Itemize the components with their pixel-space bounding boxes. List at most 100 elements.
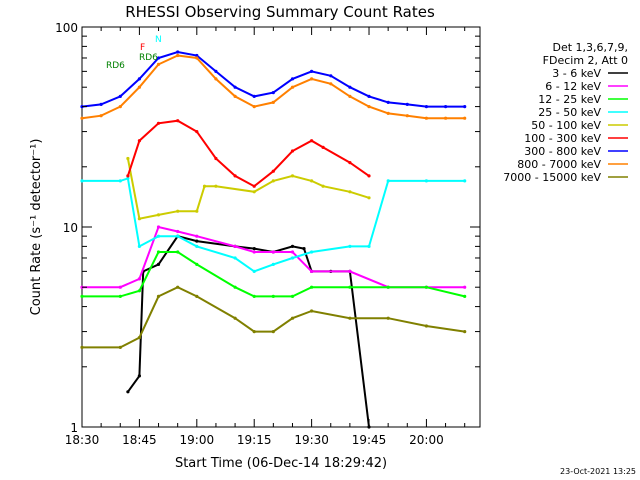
chart-title: RHESSI Observing Summary Count Rates [125, 3, 435, 21]
series-point [302, 247, 306, 251]
legend: Det 1,3,6,7,9,FDecim 2, Att 03 - 6 keV6 … [503, 41, 628, 184]
x-tick-label: 19:00 [180, 433, 215, 447]
series-point [463, 285, 467, 289]
series-point [202, 184, 207, 188]
y-tick-label: 10 [63, 221, 78, 235]
series-point [424, 105, 428, 109]
ticks-layer: 18:30 18:45 19:00 19:15 19:30 19:45 20:00 1 10 10… [55, 21, 480, 447]
series-point [290, 77, 295, 81]
series-point [463, 105, 467, 109]
series-point [214, 156, 218, 161]
series-point [290, 294, 295, 298]
series-point [348, 316, 352, 320]
series-point [405, 114, 409, 118]
series-point [290, 174, 295, 178]
series-point [310, 77, 314, 81]
series-point [137, 85, 141, 89]
series-point [367, 105, 371, 109]
series-point [310, 69, 314, 73]
series-point [321, 184, 325, 188]
series-point [271, 294, 275, 298]
series-point [233, 174, 237, 178]
series-point [271, 100, 275, 104]
series-point [252, 184, 256, 188]
series-point [386, 316, 390, 320]
series-point [348, 85, 352, 89]
series-point [367, 196, 371, 200]
series-layer [80, 50, 467, 429]
series-point [126, 390, 130, 394]
series-point [176, 53, 180, 58]
plot-area: 18:30 18:45 19:00 19:15 19:30 19:45 20:00 1 10 10… [55, 21, 481, 447]
series-point [329, 74, 333, 78]
series-point [252, 105, 256, 109]
series-point [118, 94, 122, 98]
flag-label: RD6 [106, 61, 125, 71]
series-point [424, 116, 428, 120]
series-point [321, 145, 325, 149]
series-point [137, 217, 141, 221]
flag-label: RD6 [139, 53, 158, 63]
series-point [176, 285, 180, 289]
series-point [367, 94, 371, 98]
series-point [252, 247, 256, 251]
x-tick-label: 18:30 [65, 433, 100, 447]
series-point [137, 374, 141, 378]
series-point [252, 94, 256, 98]
series-point [214, 184, 218, 188]
series-point [99, 114, 103, 118]
series-point [386, 179, 390, 183]
series-point [118, 105, 122, 109]
series-point [348, 161, 352, 165]
x-tick-label: 19:15 [237, 433, 272, 447]
series-point [348, 285, 352, 289]
series-point [176, 119, 180, 123]
legend-entry: 300 - 800 keV [524, 145, 601, 158]
y-tick-label: 1 [70, 421, 78, 435]
legend-entry: 3 - 6 keV [552, 67, 601, 80]
y-axis-label: Count Rate (s⁻¹ detector⁻¹) [29, 139, 44, 316]
series-point [137, 244, 141, 248]
series-point [290, 85, 295, 89]
x-tick-label: 18:45 [122, 433, 157, 447]
legend-header: FDecim 2, Att 0 [543, 54, 628, 67]
series-point [176, 50, 180, 54]
x-tick-label: 20:00 [409, 433, 444, 447]
legend-entry: 100 - 300 keV [524, 132, 601, 145]
series-point [80, 179, 84, 183]
series-point [80, 345, 84, 349]
series-point [424, 179, 428, 183]
series-point [348, 269, 352, 273]
series-point [463, 330, 467, 334]
series-point [252, 269, 256, 273]
series-point [290, 250, 295, 254]
series-point [137, 336, 141, 340]
series-point [195, 130, 199, 134]
series-point [233, 316, 237, 320]
flag-label: N [155, 35, 162, 45]
series-point [156, 250, 161, 254]
series-point [463, 179, 467, 183]
series-line [126, 119, 370, 188]
series-point [463, 116, 467, 120]
series-point [233, 94, 237, 98]
series-point [156, 225, 161, 229]
series-point [310, 250, 314, 254]
series-point [156, 213, 161, 217]
series-point [310, 269, 314, 273]
series-point [310, 139, 314, 143]
series-point [156, 62, 161, 66]
series-point [137, 139, 141, 143]
legend-header: Det 1,3,6,7,9, [552, 41, 628, 54]
series-point [252, 190, 256, 194]
y-tick-label: 100 [55, 21, 78, 35]
series-point [137, 277, 141, 281]
series-point [214, 77, 218, 81]
series-point [329, 82, 333, 86]
series-point [271, 179, 275, 183]
series-point [348, 94, 352, 98]
series-point [444, 105, 448, 109]
series-point [126, 156, 130, 161]
